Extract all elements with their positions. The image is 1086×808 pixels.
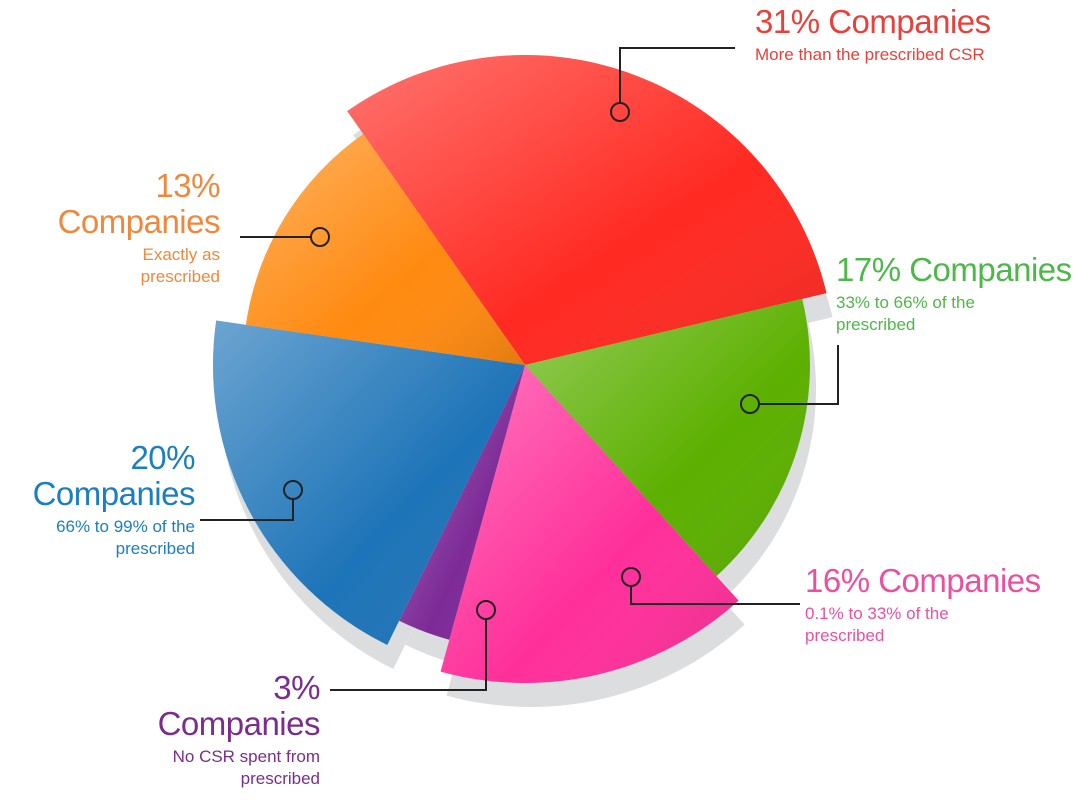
value-label: 31% Companies xyxy=(755,3,991,40)
value-label: 16% Companies xyxy=(805,562,1041,599)
leader-line xyxy=(200,499,294,521)
slice-label: 3% Companies No CSR spent from prescribed xyxy=(120,669,321,790)
category-label: 33% to 66% of the prescribed xyxy=(836,293,975,334)
slice-shine xyxy=(245,133,525,365)
value-label: 3% Companies xyxy=(157,669,321,742)
category-label: No CSR spent from prescribed xyxy=(172,747,320,788)
value-label: 13% Companies xyxy=(57,167,221,240)
slice-shine xyxy=(399,365,525,640)
slice-label: 20% Companies 66% to 99% of the prescribe… xyxy=(0,439,196,560)
leader-dot xyxy=(610,102,630,122)
leader-dot xyxy=(310,227,330,247)
category-label: 66% to 99% of the prescribed xyxy=(56,517,195,558)
leader-dot xyxy=(283,480,303,500)
leader-line xyxy=(619,47,735,103)
leader-line xyxy=(330,619,487,691)
value-label: 20% Companies xyxy=(32,439,196,512)
slice-label: 16% Companies 0.1% to 33% of the prescrib… xyxy=(805,563,1075,647)
leader-line xyxy=(630,586,800,605)
category-label: 0.1% to 33% of the prescribed xyxy=(805,604,949,645)
category-label: Exactly as prescribed xyxy=(140,245,220,286)
slice-label: 17% Companies 33% to 66% of the prescribe… xyxy=(836,252,1086,336)
slice-label: 31% Companies More than the prescribed CS… xyxy=(755,4,1075,66)
leader-dot xyxy=(621,567,641,587)
slice-shine xyxy=(347,54,827,365)
leader-dot xyxy=(740,394,760,414)
leader-dot xyxy=(476,600,496,620)
slice-shine xyxy=(525,298,811,577)
category-label: More than the prescribed CSR xyxy=(755,45,985,64)
slice-shine xyxy=(212,320,525,645)
leader-line xyxy=(760,345,839,405)
slice-label: 13% Companies Exactly as prescribed xyxy=(30,167,221,288)
value-label: 17% Companies xyxy=(836,251,1072,288)
